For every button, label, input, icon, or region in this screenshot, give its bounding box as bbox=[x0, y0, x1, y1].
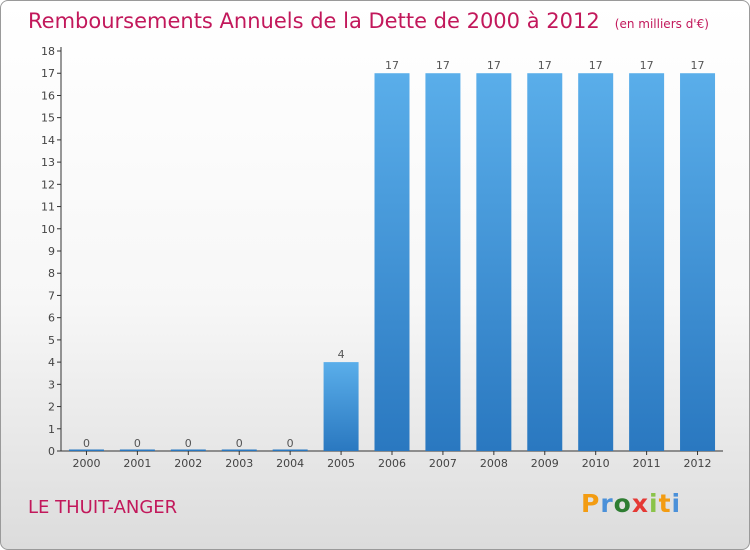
y-tick-label: 9 bbox=[48, 245, 55, 258]
data-label: 4 bbox=[338, 348, 345, 361]
bar bbox=[119, 449, 155, 451]
y-tick-label: 7 bbox=[48, 289, 55, 302]
data-label: 17 bbox=[589, 59, 603, 72]
bar bbox=[272, 449, 308, 451]
data-label: 17 bbox=[487, 59, 501, 72]
x-tick-label: 2001 bbox=[123, 457, 151, 470]
y-tick-label: 14 bbox=[41, 134, 55, 147]
logo-letter: o bbox=[613, 489, 632, 518]
bar bbox=[578, 73, 614, 451]
data-label: 17 bbox=[436, 59, 450, 72]
bar bbox=[323, 362, 359, 451]
x-tick-label: 2006 bbox=[378, 457, 406, 470]
y-tick-label: 1 bbox=[48, 423, 55, 436]
data-label: 0 bbox=[236, 437, 243, 450]
y-tick-label: 4 bbox=[48, 356, 55, 369]
x-tick-label: 2010 bbox=[582, 457, 610, 470]
x-tick-label: 2011 bbox=[633, 457, 661, 470]
title-block: Remboursements Annuels de la Dette de 20… bbox=[28, 9, 709, 33]
x-tick-label: 2002 bbox=[174, 457, 202, 470]
chart-title: Remboursements Annuels de la Dette de 20… bbox=[28, 9, 600, 33]
x-tick-label: 2007 bbox=[429, 457, 457, 470]
bar bbox=[629, 73, 665, 451]
data-label: 0 bbox=[185, 437, 192, 450]
x-tick-label: 2004 bbox=[276, 457, 304, 470]
data-label: 17 bbox=[640, 59, 654, 72]
y-tick-label: 13 bbox=[41, 156, 55, 169]
bar bbox=[680, 73, 716, 451]
y-tick-label: 12 bbox=[41, 178, 55, 191]
x-tick-label: 2008 bbox=[480, 457, 508, 470]
logo-letter: x bbox=[631, 489, 649, 518]
bar bbox=[425, 73, 461, 451]
logo-letter: P bbox=[581, 489, 601, 518]
x-tick-label: 2000 bbox=[72, 457, 100, 470]
x-tick-label: 2003 bbox=[225, 457, 253, 470]
y-tick-label: 15 bbox=[41, 112, 55, 125]
y-tick-label: 2 bbox=[48, 401, 55, 414]
data-label: 0 bbox=[287, 437, 294, 450]
data-label: 17 bbox=[385, 59, 399, 72]
bar bbox=[221, 449, 257, 451]
y-tick-label: 18 bbox=[41, 45, 55, 58]
bar bbox=[476, 73, 512, 451]
y-tick-label: 8 bbox=[48, 267, 55, 280]
city-name: LE THUIT-ANGER bbox=[28, 497, 178, 518]
y-tick-label: 10 bbox=[41, 223, 55, 236]
logo-letter: r bbox=[600, 489, 614, 518]
y-tick-label: 5 bbox=[48, 334, 55, 347]
logo-letter: i bbox=[649, 489, 659, 518]
y-tick-label: 6 bbox=[48, 312, 55, 325]
bar bbox=[68, 449, 104, 451]
y-tick-label: 0 bbox=[48, 445, 55, 458]
chart-subtitle: (en milliers d'€) bbox=[614, 17, 709, 31]
data-label: 17 bbox=[538, 59, 552, 72]
bar bbox=[374, 73, 410, 451]
y-tick-label: 17 bbox=[41, 67, 55, 80]
x-tick-label: 2012 bbox=[684, 457, 712, 470]
y-tick-label: 11 bbox=[41, 201, 55, 214]
x-tick-label: 2009 bbox=[531, 457, 559, 470]
x-tick-label: 2005 bbox=[327, 457, 355, 470]
data-label: 0 bbox=[83, 437, 90, 450]
logo-letter: t bbox=[658, 489, 672, 518]
bar bbox=[170, 449, 206, 451]
logo-letter: i bbox=[671, 489, 682, 518]
y-tick-label: 16 bbox=[41, 89, 55, 102]
bar bbox=[527, 73, 563, 451]
proxiti-logo: Proxiti bbox=[581, 489, 681, 518]
y-tick-label: 3 bbox=[48, 378, 55, 391]
data-label: 17 bbox=[691, 59, 705, 72]
data-label: 0 bbox=[134, 437, 141, 450]
